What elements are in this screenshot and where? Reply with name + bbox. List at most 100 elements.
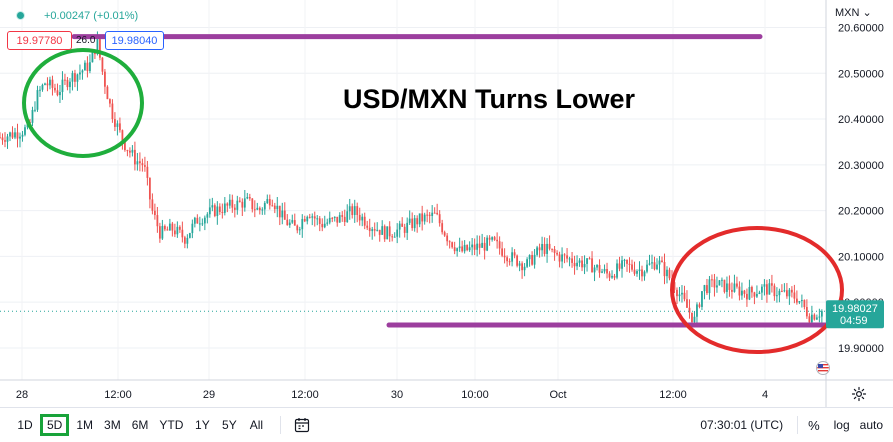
buy-price-button[interactable]: 19.98040 [105, 31, 164, 50]
countdown-label: 04:59 [840, 315, 868, 327]
range-button-1d[interactable]: 1D [17, 418, 33, 432]
candle-body [318, 218, 321, 224]
candle-body [731, 289, 733, 292]
candle-body [536, 247, 538, 255]
candle-body [228, 199, 231, 206]
candle-body [14, 132, 16, 138]
candle-body [556, 252, 558, 255]
utc-clock[interactable]: 07:30:01 (UTC) [700, 418, 784, 432]
log-scale-toggle[interactable]: log [833, 418, 850, 432]
range-button-1m[interactable]: 1M [76, 418, 94, 432]
range-button-3m[interactable]: 3M [104, 418, 121, 432]
candle-body [293, 220, 296, 226]
candle-body [116, 123, 119, 127]
candle-body [511, 252, 514, 262]
toolbar-divider [797, 416, 799, 434]
candles-group [0, 31, 823, 328]
candle-body [593, 267, 596, 273]
candle-body [388, 226, 391, 237]
candle-body [363, 216, 366, 226]
candle-body [89, 62, 91, 72]
candle-body [721, 279, 723, 281]
candle-body [171, 223, 174, 231]
candle-body [438, 214, 441, 224]
candle-body [646, 264, 648, 272]
candle-body [596, 264, 598, 268]
range-button-group: 1D 5D 1M 3M 6M YTD 1Y 5Y All [10, 414, 268, 436]
candle-body [126, 150, 129, 152]
candle-body [586, 258, 588, 264]
percent-scale-toggle[interactable]: % [808, 417, 820, 433]
candle-body [461, 246, 464, 252]
candle-body [428, 214, 431, 216]
candle-body [104, 71, 106, 87]
candle-body [611, 275, 613, 278]
range-button-6m[interactable]: 6M [131, 418, 149, 432]
candle-body [628, 263, 631, 265]
candle-body [638, 269, 641, 272]
candle-body [353, 206, 356, 215]
candle-body [273, 205, 276, 210]
auto-scale-toggle[interactable]: auto [859, 418, 883, 432]
candle-body [49, 79, 51, 86]
candle-body [323, 223, 326, 228]
candle-body [518, 263, 521, 266]
candle-body [798, 301, 801, 303]
candle-body [418, 213, 421, 225]
candle-body [403, 226, 406, 233]
x-tick-label: 12:00 [659, 389, 687, 401]
candle-body [681, 292, 683, 295]
candle-body [778, 290, 781, 296]
candle-body [501, 248, 504, 256]
candle-body [381, 226, 384, 235]
candle-body [46, 83, 49, 86]
x-tick-label: Oct [549, 389, 566, 401]
candle-body [576, 262, 578, 267]
range-button-5d[interactable]: 5D [40, 414, 70, 436]
range-button-all[interactable]: All [249, 418, 264, 432]
candle-body [16, 132, 19, 139]
candle-body [208, 207, 211, 215]
candle-body [483, 242, 486, 251]
candle-body [766, 284, 768, 295]
settings-gear-icon[interactable] [851, 386, 867, 402]
range-button-ytd[interactable]: YTD [159, 418, 184, 432]
highlight-circle-green [22, 48, 144, 158]
candle-body [358, 214, 361, 221]
candle-body [386, 226, 389, 240]
candle-body [433, 212, 436, 214]
candle-body [616, 263, 618, 278]
y-tick-label: 20.10000 [838, 251, 884, 263]
candle-body [408, 218, 411, 223]
candle-body [356, 206, 359, 215]
candle-body [296, 225, 299, 231]
candle-body [69, 81, 71, 88]
candle-body [393, 236, 396, 238]
candle-body [513, 252, 516, 256]
candle-body [328, 217, 331, 223]
candle-body [211, 205, 214, 208]
candle-body [233, 207, 236, 210]
range-button-1y[interactable]: 1Y [195, 418, 210, 432]
candle-body [181, 229, 184, 238]
candle-body [19, 136, 21, 139]
candle-body [161, 225, 164, 239]
go-to-date-icon[interactable] [293, 416, 311, 434]
candle-body [1, 137, 4, 141]
x-tick-label: 4 [762, 389, 768, 401]
candle-body [683, 292, 686, 300]
candle-body [61, 79, 64, 93]
candle-body [286, 219, 289, 226]
candle-body [668, 269, 671, 279]
candle-body [453, 247, 456, 252]
axis-currency-label[interactable]: MXN ⌄ [835, 7, 872, 19]
candle-body [623, 259, 626, 261]
candle-body [256, 207, 259, 210]
candle-body [743, 290, 746, 294]
sell-price-button[interactable]: 19.97780 [7, 31, 72, 50]
candle-body [213, 205, 216, 216]
candle-body [686, 299, 688, 308]
range-button-5y[interactable]: 5Y [222, 418, 237, 432]
